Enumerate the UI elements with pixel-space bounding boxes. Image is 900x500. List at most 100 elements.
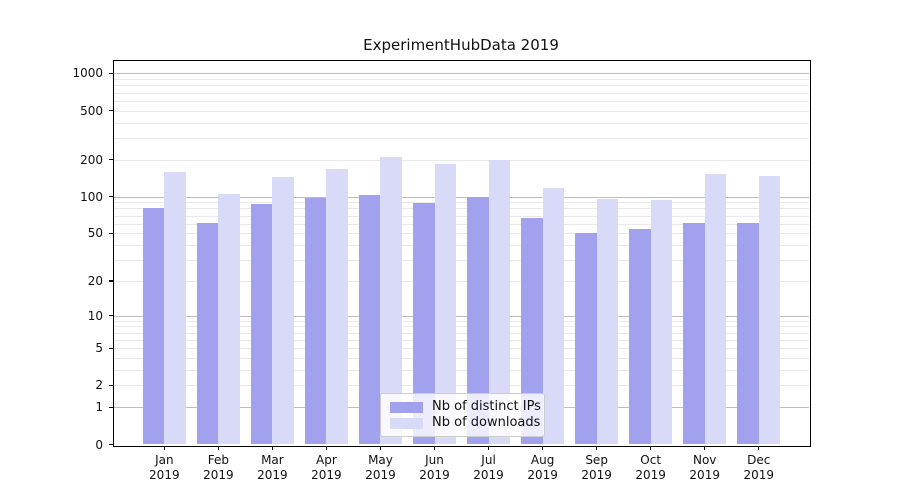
minor-gridline — [113, 233, 809, 235]
minor-gridline — [113, 100, 809, 102]
x-tick-label: Apr 2019 — [311, 452, 342, 482]
bar-distinct-ips — [196, 222, 219, 445]
minor-gridline — [113, 358, 809, 360]
y-tick-mark — [108, 280, 113, 282]
y-tick-mark — [108, 232, 113, 234]
x-tick-label: Jun 2019 — [419, 452, 450, 482]
bar-distinct-ips — [250, 204, 273, 445]
x-tick-mark — [596, 445, 598, 450]
x-tick-mark — [217, 445, 219, 450]
y-tick-label: 1 — [95, 400, 103, 415]
legend-swatch-downloads — [390, 417, 423, 429]
x-tick-mark — [271, 445, 273, 450]
bar-distinct-ips — [304, 197, 327, 445]
x-tick-label: Feb 2019 — [203, 452, 234, 482]
x-tick-label: May 2019 — [365, 452, 396, 482]
x-tick-label: Dec 2019 — [743, 452, 774, 482]
bar-distinct-ips — [466, 196, 489, 445]
y-tick-label: 20 — [87, 273, 103, 288]
x-tick-mark — [325, 445, 328, 450]
minor-gridline — [113, 110, 809, 112]
legend-item-downloads: Nb of downloads — [390, 415, 540, 431]
minor-gridline — [113, 370, 809, 372]
x-tick-mark — [704, 445, 706, 450]
bar-distinct-ips — [737, 222, 759, 445]
y-tick-label: 500 — [80, 103, 103, 118]
y-tick-label: 100 — [80, 189, 103, 204]
bar-distinct-ips — [575, 233, 597, 445]
minor-gridline — [113, 159, 809, 161]
bar-downloads — [326, 169, 349, 445]
bar-downloads — [596, 199, 619, 445]
x-tick-mark — [541, 445, 544, 450]
minor-gridline — [113, 223, 809, 225]
y-tick-label: 1000 — [72, 66, 103, 81]
x-tick-mark — [758, 445, 760, 450]
y-tick-label: 0 — [95, 437, 103, 452]
y-tick-label: 10 — [87, 308, 103, 323]
x-tick-label: Sep 2019 — [581, 452, 612, 482]
minor-gridline — [113, 137, 809, 139]
y-tick-mark — [108, 72, 113, 74]
bar-downloads — [650, 200, 673, 445]
y-tick-label: 2 — [95, 378, 103, 393]
y-tick-mark — [108, 159, 113, 161]
minor-gridline — [113, 215, 809, 217]
x-tick-mark — [379, 445, 382, 450]
minor-gridline — [113, 320, 809, 322]
legend-item-distinct-ips: Nb of distinct IPs — [390, 399, 541, 415]
x-tick-label: Jul 2019 — [473, 452, 504, 482]
bar-downloads — [218, 193, 240, 445]
bar-distinct-ips — [683, 222, 705, 445]
minor-gridline — [113, 79, 809, 81]
y-tick-mark — [108, 406, 113, 408]
x-tick-label: Nov 2019 — [689, 452, 720, 482]
legend: Nb of distinct IPs Nb of downloads — [380, 393, 545, 437]
bar-downloads — [272, 177, 295, 445]
y-tick-mark — [108, 109, 113, 112]
legend-label-downloads: Nb of downloads — [432, 415, 541, 430]
x-tick-mark — [650, 445, 652, 450]
y-tick-label: 5 — [95, 341, 103, 356]
bar-downloads — [542, 187, 565, 445]
minor-gridline — [113, 339, 809, 341]
major-gridline — [113, 73, 809, 75]
y-tick-label: 50 — [87, 226, 103, 241]
bar-distinct-ips — [142, 208, 165, 445]
minor-gridline — [113, 260, 809, 262]
minor-gridline — [113, 208, 809, 210]
chart-title: ExperimentHubData 2019 — [363, 36, 559, 54]
major-gridline — [113, 196, 809, 198]
minor-gridline — [113, 326, 809, 328]
x-tick-mark — [163, 445, 165, 450]
legend-swatch-distinct-ips — [390, 401, 423, 413]
x-tick-label: Oct 2019 — [635, 452, 666, 482]
y-tick-label: 200 — [80, 152, 103, 167]
x-tick-label: Aug 2019 — [527, 452, 558, 482]
y-tick-mark — [108, 347, 113, 349]
y-tick-mark — [108, 384, 113, 387]
y-tick-mark — [108, 443, 113, 446]
minor-gridline — [113, 332, 809, 334]
bar-distinct-ips — [629, 229, 651, 445]
x-tick-label: Jan 2019 — [149, 452, 180, 482]
major-gridline — [113, 315, 809, 317]
minor-gridline — [113, 85, 809, 87]
y-tick-mark — [108, 315, 113, 317]
bar-downloads — [380, 157, 403, 445]
bar-downloads — [488, 159, 511, 445]
x-tick-mark — [433, 445, 436, 450]
y-tick-mark — [108, 196, 113, 198]
plot-area — [113, 60, 809, 445]
minor-gridline — [113, 348, 809, 350]
minor-gridline — [113, 202, 809, 204]
bar-distinct-ips — [520, 217, 543, 445]
bar-downloads — [704, 173, 727, 445]
minor-gridline — [113, 92, 809, 94]
minor-gridline — [113, 122, 809, 124]
minor-gridline — [113, 385, 809, 387]
minor-gridline — [113, 245, 809, 247]
bar-downloads — [164, 171, 186, 445]
minor-gridline — [113, 280, 809, 282]
